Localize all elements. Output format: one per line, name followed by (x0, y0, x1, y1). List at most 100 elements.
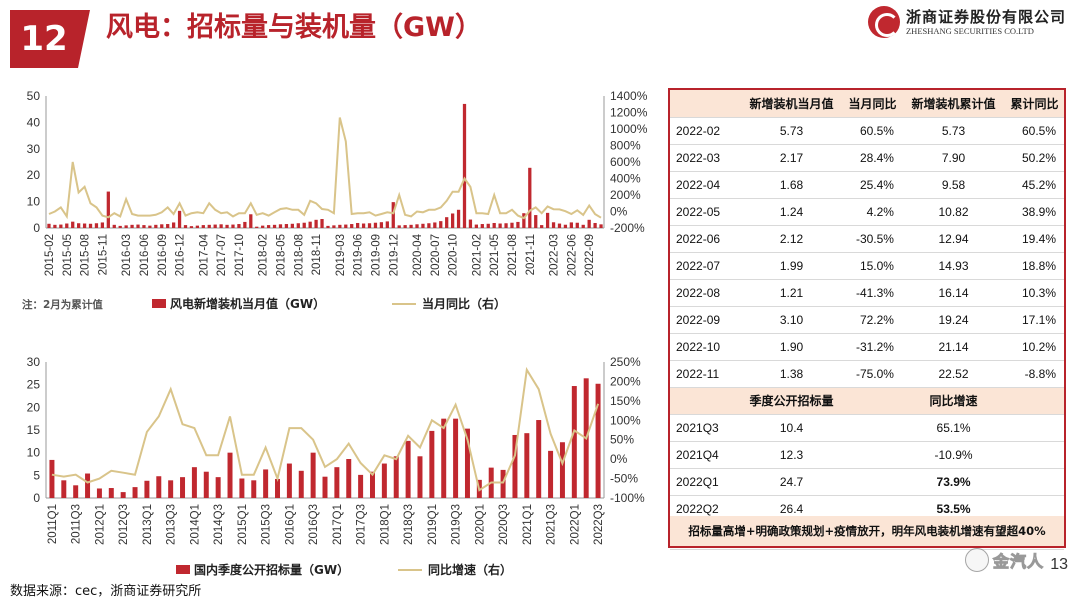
header-cell: 同比增速 (843, 387, 1064, 415)
table-cell: 50.2% (1005, 144, 1064, 172)
table-cell: 15.0% (843, 252, 902, 280)
bar (213, 224, 217, 228)
x-tick-label: 2019-12 (388, 234, 400, 276)
bar (302, 222, 306, 228)
y-right-tick-label: 250% (610, 355, 641, 369)
bar (261, 225, 265, 228)
x-tick-label: 2012Q1 (94, 504, 106, 545)
bar (439, 221, 443, 228)
table-cell: 1.38 (740, 360, 844, 388)
bar (545, 212, 550, 228)
bar (180, 477, 186, 498)
bar (296, 223, 300, 228)
x-tick-label: 2018-02 (258, 234, 270, 276)
bar (548, 450, 554, 498)
bar (195, 225, 200, 228)
company-name-cn: 浙商证券股份有限公司 (905, 8, 1066, 26)
x-tick-label: 2013Q3 (166, 504, 178, 545)
x-tick-label: 2017-04 (198, 233, 210, 276)
bar (393, 456, 399, 498)
legend-bar-label: 风电新增装机当月值（GW） (170, 296, 325, 311)
x-tick-label: 2015-11 (97, 234, 109, 275)
bar (480, 224, 484, 228)
table-cell: 2022-07 (670, 252, 740, 280)
company-name-en: ZHESHANG SECURITIES CO.LTD (905, 26, 1034, 36)
y-left-tick-label: 15 (27, 423, 41, 437)
bar (59, 224, 63, 228)
table-cell: 2021Q3 (670, 414, 740, 442)
x-tick-label: 2018Q3 (403, 504, 415, 545)
data-table: 新增装机当月值 当月同比 新增装机累计值 累计同比 2022-02 5.73 60.… (670, 90, 1064, 550)
table-cell: 12.94 (901, 225, 1006, 253)
bar (474, 224, 479, 228)
table-cell: 2021Q4 (670, 441, 740, 469)
bar (73, 485, 79, 498)
bar (464, 428, 470, 498)
bar (243, 221, 247, 228)
company-brand: 浙商证券股份有限公司 ZHESHANG SECURITIES CO.LTD (867, 6, 1066, 38)
legend-bar-swatch (152, 299, 166, 308)
table-cell: 1.21 (740, 279, 844, 307)
bar (82, 223, 87, 228)
bar (391, 202, 395, 228)
footer-page-number: 13 (1050, 556, 1068, 573)
bar (166, 224, 170, 228)
table-cell: 2022-03 (670, 144, 740, 172)
legend-bar-label: 国内季度公开招标量（GW） (194, 562, 349, 577)
page-number-badge: 12 (10, 10, 90, 68)
x-tick-label: 2012Q3 (118, 504, 130, 545)
x-tick-label: 2017Q3 (356, 504, 368, 545)
x-tick-label: 2017-10 (234, 234, 246, 276)
x-tick-label: 2022-06 (566, 234, 578, 276)
bar (417, 456, 423, 498)
bar (278, 224, 283, 228)
table-cell: 1.90 (740, 333, 844, 361)
table-cell: 4.2% (843, 198, 902, 226)
y-right-tick-label: -200% (610, 221, 645, 235)
watermark-text: 金汽人 (992, 552, 1044, 572)
table-cell: 12.3 (740, 441, 844, 469)
table-cell: 45.2% (1005, 171, 1064, 199)
bar (160, 224, 164, 228)
table-cell: 25.4% (843, 171, 902, 199)
table-row: 2022-03 2.17 28.4% 7.90 50.2% (670, 144, 1064, 172)
table-note: 招标量高增+明确政策规划+疫情放开，明年风电装机增速有望超40% (670, 516, 1064, 546)
bar (53, 224, 57, 228)
table-cell: 2022-09 (670, 306, 740, 334)
bar (332, 225, 336, 228)
bar (88, 223, 93, 228)
bar (557, 223, 562, 228)
bar (322, 476, 328, 498)
bar (486, 223, 490, 228)
monthly-header-row: 新增装机当月值 当月同比 新增装机累计值 累计同比 (670, 90, 1064, 118)
table-cell: 7.90 (901, 144, 1006, 172)
x-tick-label: 2021-02 (471, 234, 483, 276)
table-cell: -31.2% (843, 333, 902, 361)
bar (96, 488, 102, 498)
bar (453, 418, 459, 498)
bar (350, 224, 354, 228)
x-tick-label: 2021-08 (507, 234, 519, 276)
bar (255, 226, 259, 228)
bar (358, 474, 364, 498)
table-cell: 2022-06 (670, 225, 740, 253)
bar (575, 222, 579, 228)
bar (528, 167, 532, 228)
table-row: 2022-05 1.24 4.2% 10.82 38.9% (670, 198, 1064, 226)
legend-line-label: 同比增速（右） (428, 562, 512, 577)
table-cell: 1.24 (740, 198, 844, 226)
y-right-tick-label: 200% (610, 188, 641, 202)
bar (310, 452, 316, 498)
x-tick-label: 2021Q3 (546, 504, 558, 545)
y-right-tick-label: 200% (610, 374, 641, 388)
bar (144, 480, 150, 498)
bar (571, 386, 577, 498)
bar (415, 224, 419, 228)
monthly-installation-chart: 0 10 20 30 40 50 -200% 0% 200% 400% 600% 800% 1000% 1… (22, 89, 648, 311)
y-left-tick-label: 10 (27, 446, 41, 460)
bar (263, 469, 269, 498)
bar (275, 478, 281, 498)
bar (510, 222, 514, 228)
x-tick-label: 2015Q3 (261, 504, 273, 545)
y-right-tick-label: 0% (610, 452, 628, 466)
